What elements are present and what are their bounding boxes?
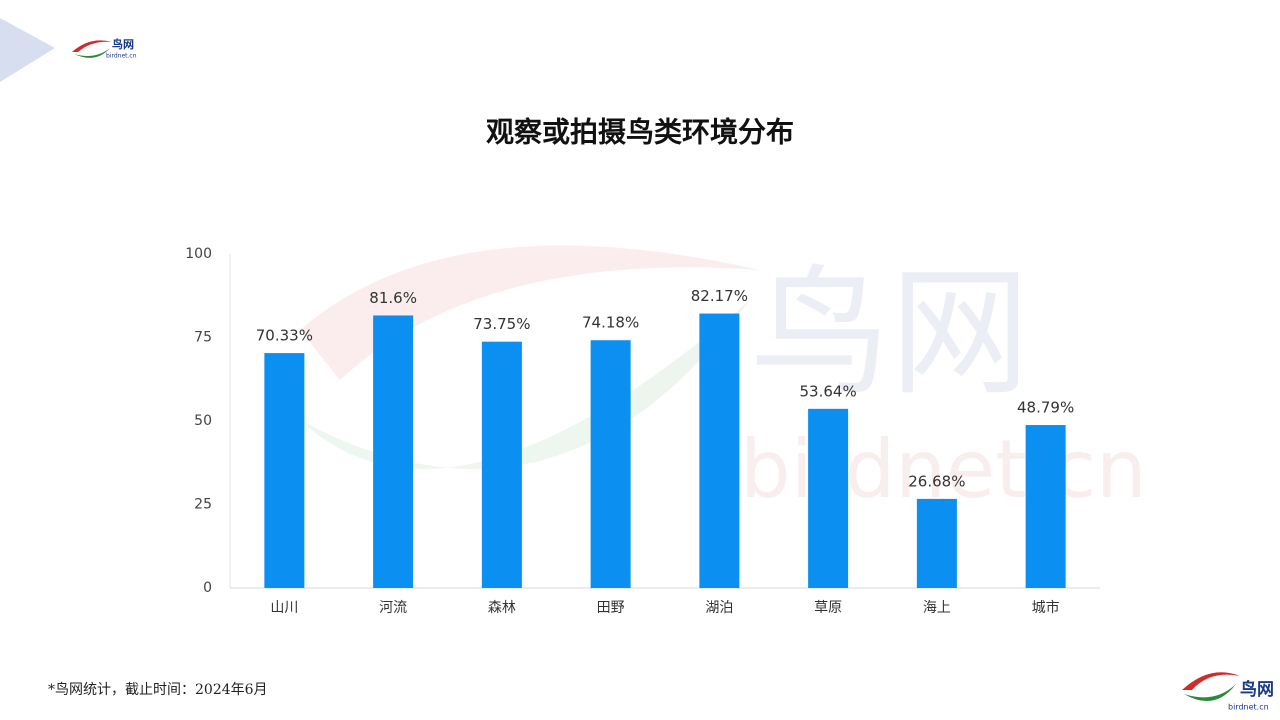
x-tick-label: 湖泊 [705,600,733,616]
bar [481,341,522,588]
y-tick-label: 25 [194,497,212,513]
y-tick-label: 75 [194,330,212,346]
bar [699,313,740,588]
logo-top: 鸟网 birdnet.cn [72,37,137,60]
logo-bottom: 鸟网 birdnet.cn [1182,672,1274,712]
x-tick-label: 森林 [488,600,516,616]
bar [808,408,849,588]
watermark-swoosh [300,245,760,380]
bar [373,315,414,588]
x-tick-label: 城市 [1032,599,1060,616]
value-label: 48.79% [1017,399,1074,417]
logo-swoosh [72,40,112,52]
y-tick-label: 100 [185,246,212,262]
bar [916,498,957,588]
corner-decoration [0,18,55,82]
bar [1025,425,1066,588]
bar [264,353,305,588]
footnote: *鸟网统计，截止时间：2024年6月 [48,682,268,698]
x-tick-label: 海上 [923,600,951,616]
watermark-swoosh [300,300,750,469]
x-tick-label: 山川 [270,600,298,616]
watermark-name: 鸟网 [750,253,1030,416]
chart-title: 观察或拍摄鸟类环境分布 [486,116,794,149]
logo-swoosh [1184,684,1236,702]
value-label: 81.6% [369,289,417,307]
logo-name: 鸟网 [112,37,134,51]
value-label: 74.18% [582,314,639,332]
x-tick-label: 河流 [379,600,407,616]
value-label: 82.17% [691,287,748,305]
logo-swoosh [1182,672,1240,690]
y-tick-label: 0 [203,580,212,596]
logo-url: birdnet.cn [106,53,137,60]
value-label: 53.64% [800,382,857,400]
x-tick-label: 田野 [597,600,625,616]
y-tick-label: 50 [194,413,212,429]
bar [590,340,631,588]
logo-url: birdnet.cn [1228,703,1269,712]
x-tick-label: 草原 [814,600,842,616]
logo-swoosh [74,48,110,58]
value-label: 70.33% [256,327,313,345]
logo-name: 鸟网 [1240,679,1274,700]
value-label: 73.75% [473,315,530,333]
value-label: 26.68% [908,472,965,490]
